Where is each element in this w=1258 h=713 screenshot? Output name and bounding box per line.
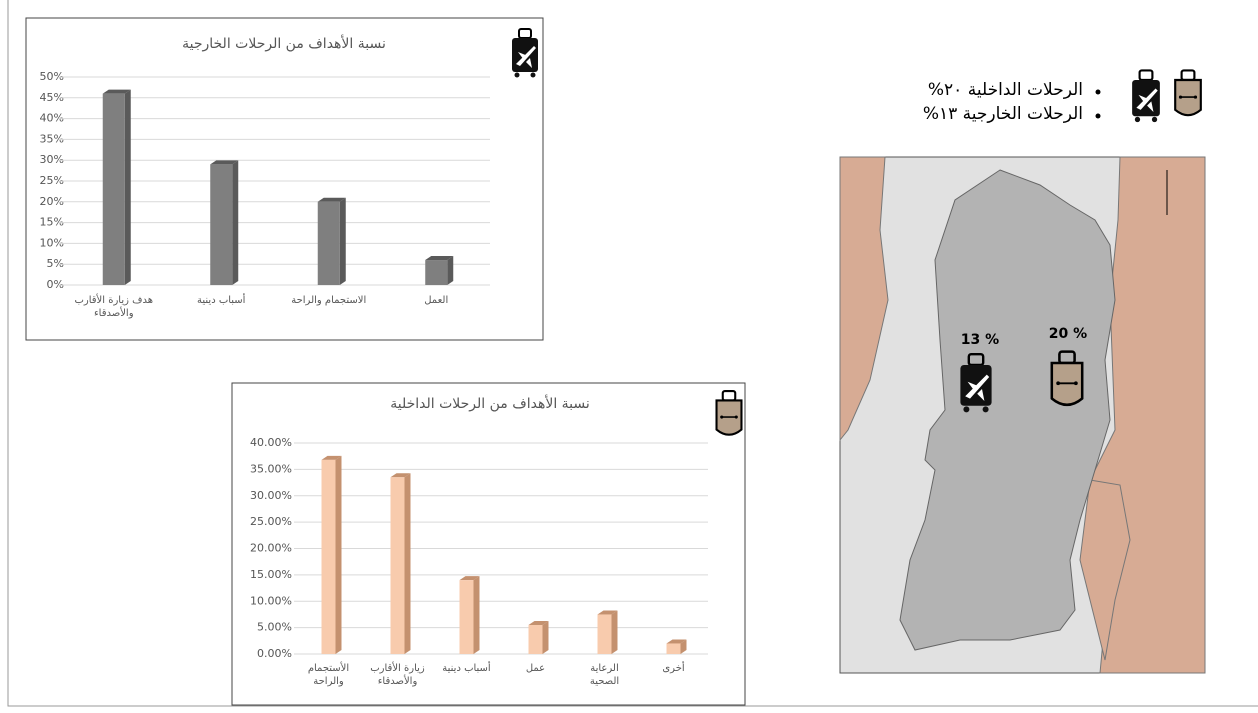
bullet: [1095, 89, 1101, 95]
y-tick-label: 35.00%: [250, 462, 292, 475]
x-tick-label: الاستجمام والراحة: [291, 295, 367, 306]
bar-side: [404, 473, 411, 654]
bar-top: [597, 610, 618, 615]
icon: [1130, 69, 1162, 124]
y-tick-label: 25%: [40, 174, 64, 187]
y-tick-label: 30.00%: [250, 489, 292, 502]
y-tick-label: 0.00%: [257, 647, 292, 660]
bar-side: [680, 639, 687, 654]
bar: [597, 614, 612, 654]
y-tick-label: 20%: [40, 195, 64, 208]
bar: [459, 580, 474, 654]
bar: [210, 164, 233, 285]
bar-side: [124, 89, 131, 285]
y-tick-label: 5.00%: [257, 621, 292, 634]
bar-side: [232, 160, 239, 285]
y-tick-label: 0%: [47, 278, 64, 291]
bar-top: [102, 89, 131, 94]
bar-top: [321, 455, 342, 460]
y-tick-label: 35%: [40, 132, 64, 145]
bar-side: [335, 455, 342, 654]
x-tick-label: أسباب دينية: [442, 663, 491, 674]
bar: [317, 201, 340, 285]
bar-side: [473, 576, 480, 654]
bar-side: [542, 620, 549, 654]
bar: [666, 643, 681, 654]
map: [839, 156, 1206, 674]
bar-top: [666, 639, 687, 644]
x-tick-label: العمل: [424, 295, 449, 306]
chart-frame: [231, 382, 746, 706]
chart-title: نسبة الأهداف من الرحلات الخارجية: [182, 34, 386, 52]
bar-side: [447, 256, 454, 285]
bar-side: [339, 197, 346, 285]
bar: [102, 93, 125, 285]
icon: [1173, 69, 1203, 117]
x-tick-label: عمل: [525, 663, 546, 674]
y-tick-label: 40.00%: [250, 436, 292, 449]
y-tick-label: 25.00%: [250, 515, 292, 528]
y-tick-label: 20.00%: [250, 542, 292, 555]
legend-item: الرحلات الداخلية ٢٠%: [927, 80, 1083, 100]
chart-title: نسبة الأهداف من الرحلات الداخلية: [390, 394, 590, 412]
y-tick-label: 50%: [40, 70, 64, 83]
bar-top: [317, 197, 346, 202]
y-tick-label: 15.00%: [250, 568, 292, 581]
y-tick-label: 5%: [47, 257, 64, 270]
bar-side: [611, 610, 618, 654]
x-tick-label: الأستجمام والراحة: [307, 663, 350, 687]
bar-top: [425, 256, 454, 261]
x-tick-label: الرعاية الصحية: [589, 663, 620, 687]
x-tick-label: زيارة الأقارب والأصدقاء: [370, 663, 425, 687]
bar: [390, 477, 405, 654]
y-tick-label: 40%: [40, 112, 64, 125]
bar-top: [390, 473, 411, 478]
bar: [425, 260, 448, 285]
y-tick-label: 10.00%: [250, 594, 292, 607]
bar-top: [528, 620, 549, 625]
y-tick-label: 10%: [40, 236, 64, 249]
bar: [321, 459, 336, 654]
legend-item: الرحلات الخارجية ١٣%: [922, 104, 1083, 124]
x-tick-label: أخرى: [662, 663, 685, 674]
slide-frame: [7, 0, 1258, 707]
x-tick-label: أسباب دينية: [197, 295, 246, 306]
x-tick-label: هدف زيارة الأقارب والأصدقاء: [74, 295, 154, 319]
bar-top: [210, 160, 239, 165]
bar-top: [459, 576, 480, 581]
y-tick-label: 15%: [40, 216, 64, 229]
map-label: 20 %: [1049, 326, 1087, 342]
bullet: [1095, 113, 1101, 119]
y-tick-label: 30%: [40, 153, 64, 166]
y-tick-label: 45%: [40, 91, 64, 104]
bar: [528, 624, 543, 654]
map-label: 13 %: [961, 332, 999, 348]
